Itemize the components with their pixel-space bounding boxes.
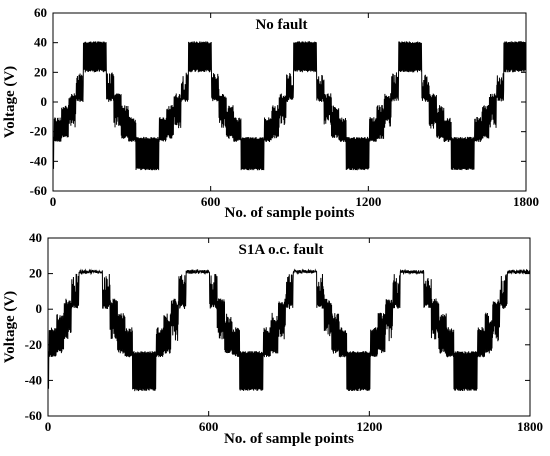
series-line <box>53 41 526 171</box>
x-axis-label: No. of sample points <box>224 431 354 447</box>
plot-frame <box>47 237 531 417</box>
x-tick-label: 1800 <box>517 419 543 434</box>
y-tick-label: -20 <box>25 337 42 352</box>
chart-2: -60 -40 -20 0 20 40 0 600 1200 1800 S1A o.c. fault… <box>2 230 543 447</box>
y-tick-label: 60 <box>34 5 47 20</box>
y-tick-label: -20 <box>30 124 47 139</box>
x-tick-label: 600 <box>199 419 219 434</box>
chart-title: No fault <box>255 17 307 33</box>
y-tick-label: 40 <box>29 230 42 245</box>
chart-title: S1A o.c. fault <box>238 242 323 258</box>
y-tick-label: 0 <box>41 94 48 109</box>
x-tick-label: 1200 <box>356 419 382 434</box>
y-axis-label: Voltage (V) <box>2 66 18 138</box>
x-tick-label: 0 <box>50 194 57 209</box>
x-tick-label: 0 <box>45 419 52 434</box>
y-tick-label: 0 <box>36 301 43 316</box>
y-tick-label: -60 <box>30 183 47 198</box>
y-tick-label: -60 <box>25 408 42 423</box>
y-tick-label: 40 <box>34 35 47 50</box>
x-tick-label: 1800 <box>513 194 539 209</box>
x-axis-label: No. of sample points <box>224 205 354 221</box>
y-tick-label: -40 <box>25 372 42 387</box>
x-tick-label: 600 <box>201 194 221 209</box>
series-line <box>48 268 530 392</box>
y-tick-label: 20 <box>29 266 42 281</box>
y-tick-label: -40 <box>30 153 47 168</box>
y-axis-label: Voltage (V) <box>2 291 18 363</box>
y-tick-label: 20 <box>34 64 47 79</box>
x-tick-label: 1200 <box>355 194 381 209</box>
